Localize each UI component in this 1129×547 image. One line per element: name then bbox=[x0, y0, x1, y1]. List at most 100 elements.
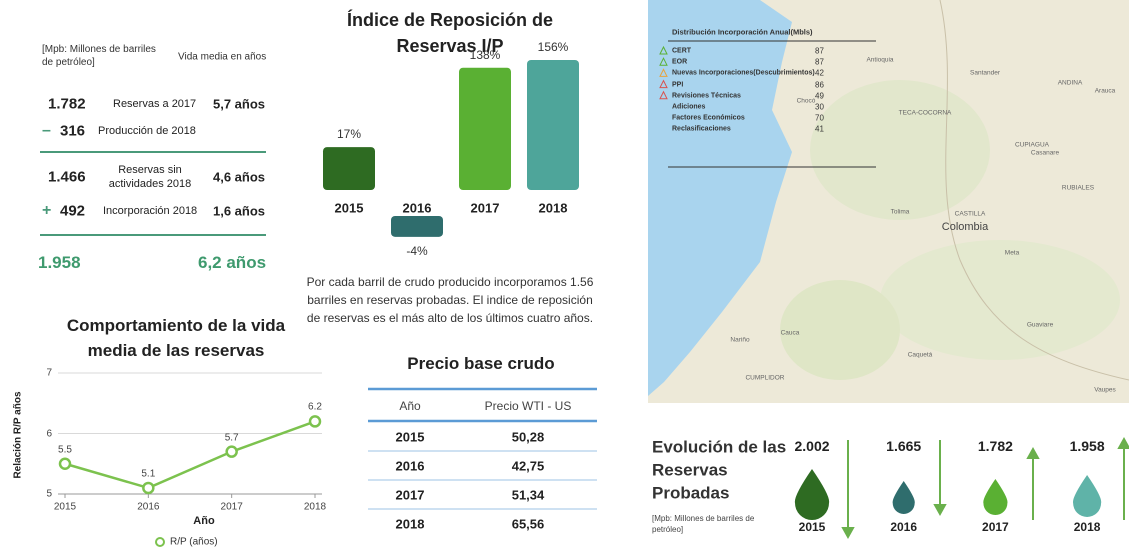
caption: Por cada barril de crudo producido incor… bbox=[300, 273, 600, 327]
map-place-label: CUMPLIDOR bbox=[745, 375, 784, 382]
x-tick-label: 2015 bbox=[335, 201, 364, 216]
map-legend-value: 49 bbox=[815, 91, 824, 100]
map-legend-value: 30 bbox=[815, 103, 824, 112]
reserve-value: 1.782 bbox=[48, 96, 86, 113]
reserve-label: Producción de 2018 bbox=[98, 125, 196, 137]
reserve-value: 316 bbox=[60, 123, 85, 140]
drop bbox=[893, 481, 915, 514]
bar bbox=[527, 60, 579, 190]
table-header: Precio WTI - US bbox=[485, 399, 572, 413]
map-legend-value: 70 bbox=[815, 114, 824, 123]
arrow-head bbox=[1028, 449, 1038, 458]
map-legend-value: 86 bbox=[815, 80, 824, 89]
arrow-head bbox=[935, 505, 945, 514]
sign: – bbox=[42, 122, 51, 140]
map-legend-value: 87 bbox=[815, 58, 824, 67]
table-cell: 42,75 bbox=[512, 459, 545, 474]
point bbox=[310, 416, 320, 426]
value-label: -4% bbox=[406, 244, 427, 258]
map-legend-label: PPI bbox=[672, 81, 683, 88]
value-label: 5.7 bbox=[225, 432, 239, 443]
map-place-label: Meta bbox=[1005, 250, 1019, 257]
x-axis-label: Año bbox=[193, 515, 214, 527]
point bbox=[227, 447, 237, 457]
reserve-value: 1.665 bbox=[886, 438, 921, 454]
value-label: 138% bbox=[470, 48, 501, 62]
x-tick-label: 2018 bbox=[304, 502, 326, 513]
map-legend-label: Nuevas Incorporaciones(Descubrimientos) bbox=[672, 70, 815, 77]
map-legend-value: 42 bbox=[815, 69, 824, 78]
map-place-label: Nariño bbox=[730, 337, 749, 344]
reserve-value: 1.466 bbox=[48, 169, 86, 186]
map-place-label: Antioquia bbox=[866, 57, 893, 64]
bar bbox=[391, 216, 443, 237]
map-legend-value: 41 bbox=[815, 125, 824, 134]
x-tick-label: 2018 bbox=[539, 201, 568, 216]
x-tick-label: 2015 bbox=[54, 502, 76, 513]
year-label: 2018 bbox=[1074, 520, 1101, 534]
table-title: Precio base crudo bbox=[407, 354, 554, 374]
map-terrain bbox=[880, 240, 1120, 360]
life-value: 1,6 años bbox=[213, 204, 265, 219]
infographic: [Mpb: Millones de barriles de petróleo] V… bbox=[0, 0, 1129, 547]
reserve-label: Reservas sin actividades 2018 bbox=[100, 163, 200, 191]
map-place-label: Vaupes bbox=[1094, 387, 1116, 394]
arrow-head bbox=[1119, 439, 1129, 448]
table-cell: 2015 bbox=[396, 430, 425, 445]
reserve-value: 1.958 bbox=[1070, 438, 1105, 454]
value-label: 156% bbox=[538, 40, 569, 54]
map-place-label: Santander bbox=[970, 70, 1000, 77]
map-place-label: Arauca bbox=[1095, 88, 1116, 95]
map-place-label: Chocó bbox=[797, 98, 816, 105]
map-legend-label: Factores Económicos bbox=[672, 115, 745, 122]
value-label: 17% bbox=[337, 127, 361, 141]
map-place-label: Guaviare bbox=[1027, 322, 1053, 329]
chart-title: Índice de Reposición de Reservas I/P bbox=[330, 7, 570, 59]
map-place-label: ANDINA bbox=[1058, 80, 1083, 87]
reserve-value: 1.782 bbox=[978, 438, 1013, 454]
map-legend-label: EOR bbox=[672, 59, 687, 66]
chart-title: Comportamiento de la vida media de las r… bbox=[46, 313, 306, 363]
map-legend-value: 87 bbox=[815, 47, 824, 56]
arrow-head bbox=[843, 528, 853, 537]
map-legend-title: Distribución Incorporación Anual(Mbls) bbox=[672, 28, 813, 37]
sign: + bbox=[42, 202, 51, 220]
y-tick-label: 5 bbox=[46, 489, 52, 500]
map-place-label: Casanare bbox=[1031, 150, 1059, 157]
map-place-label: Colombia bbox=[942, 221, 988, 233]
map-legend-label: Reclasificaciones bbox=[672, 126, 731, 133]
drop bbox=[795, 469, 829, 520]
point bbox=[143, 483, 153, 493]
value-label: 5.1 bbox=[141, 468, 155, 479]
y-axis-label: Relación R/P años bbox=[13, 391, 24, 478]
map-legend-label: CERT bbox=[672, 48, 691, 55]
drop bbox=[983, 479, 1007, 515]
map-terrain bbox=[810, 80, 990, 220]
drop bbox=[1073, 475, 1101, 517]
bar bbox=[323, 147, 375, 190]
legend-label: R/P (años) bbox=[170, 537, 218, 547]
reserve-value: 2.002 bbox=[794, 438, 829, 454]
y-tick-label: 7 bbox=[46, 368, 52, 379]
column-header: Vida media en años bbox=[178, 52, 266, 63]
map-legend-label: Revisiones Técnicas bbox=[672, 92, 741, 99]
map-place-label: TECA-COCORNA bbox=[899, 110, 952, 117]
x-tick-label: 2017 bbox=[471, 201, 500, 216]
reserve-label: Incorporación 2018 bbox=[103, 205, 197, 217]
year-label: 2015 bbox=[799, 520, 826, 534]
map-place-label: Cauca bbox=[781, 330, 800, 337]
table-header: Año bbox=[399, 399, 420, 413]
legend-marker bbox=[156, 538, 164, 546]
unit-note: [Mpb: Millones de barriles de petróleo] bbox=[652, 513, 762, 535]
map-place-label: Tolima bbox=[891, 209, 910, 216]
table-cell: 2016 bbox=[396, 459, 425, 474]
line bbox=[65, 421, 315, 488]
map-place-label: Caquetá bbox=[908, 352, 933, 359]
life-value: 6,2 años bbox=[198, 253, 266, 273]
table-cell: 65,56 bbox=[512, 517, 545, 532]
y-tick-label: 6 bbox=[46, 428, 52, 439]
section-title: Evolución de las Reservas Probadas bbox=[652, 436, 792, 505]
x-tick-label: 2017 bbox=[221, 502, 243, 513]
table-cell: 50,28 bbox=[512, 430, 545, 445]
reserve-value: 1.958 bbox=[38, 253, 81, 273]
